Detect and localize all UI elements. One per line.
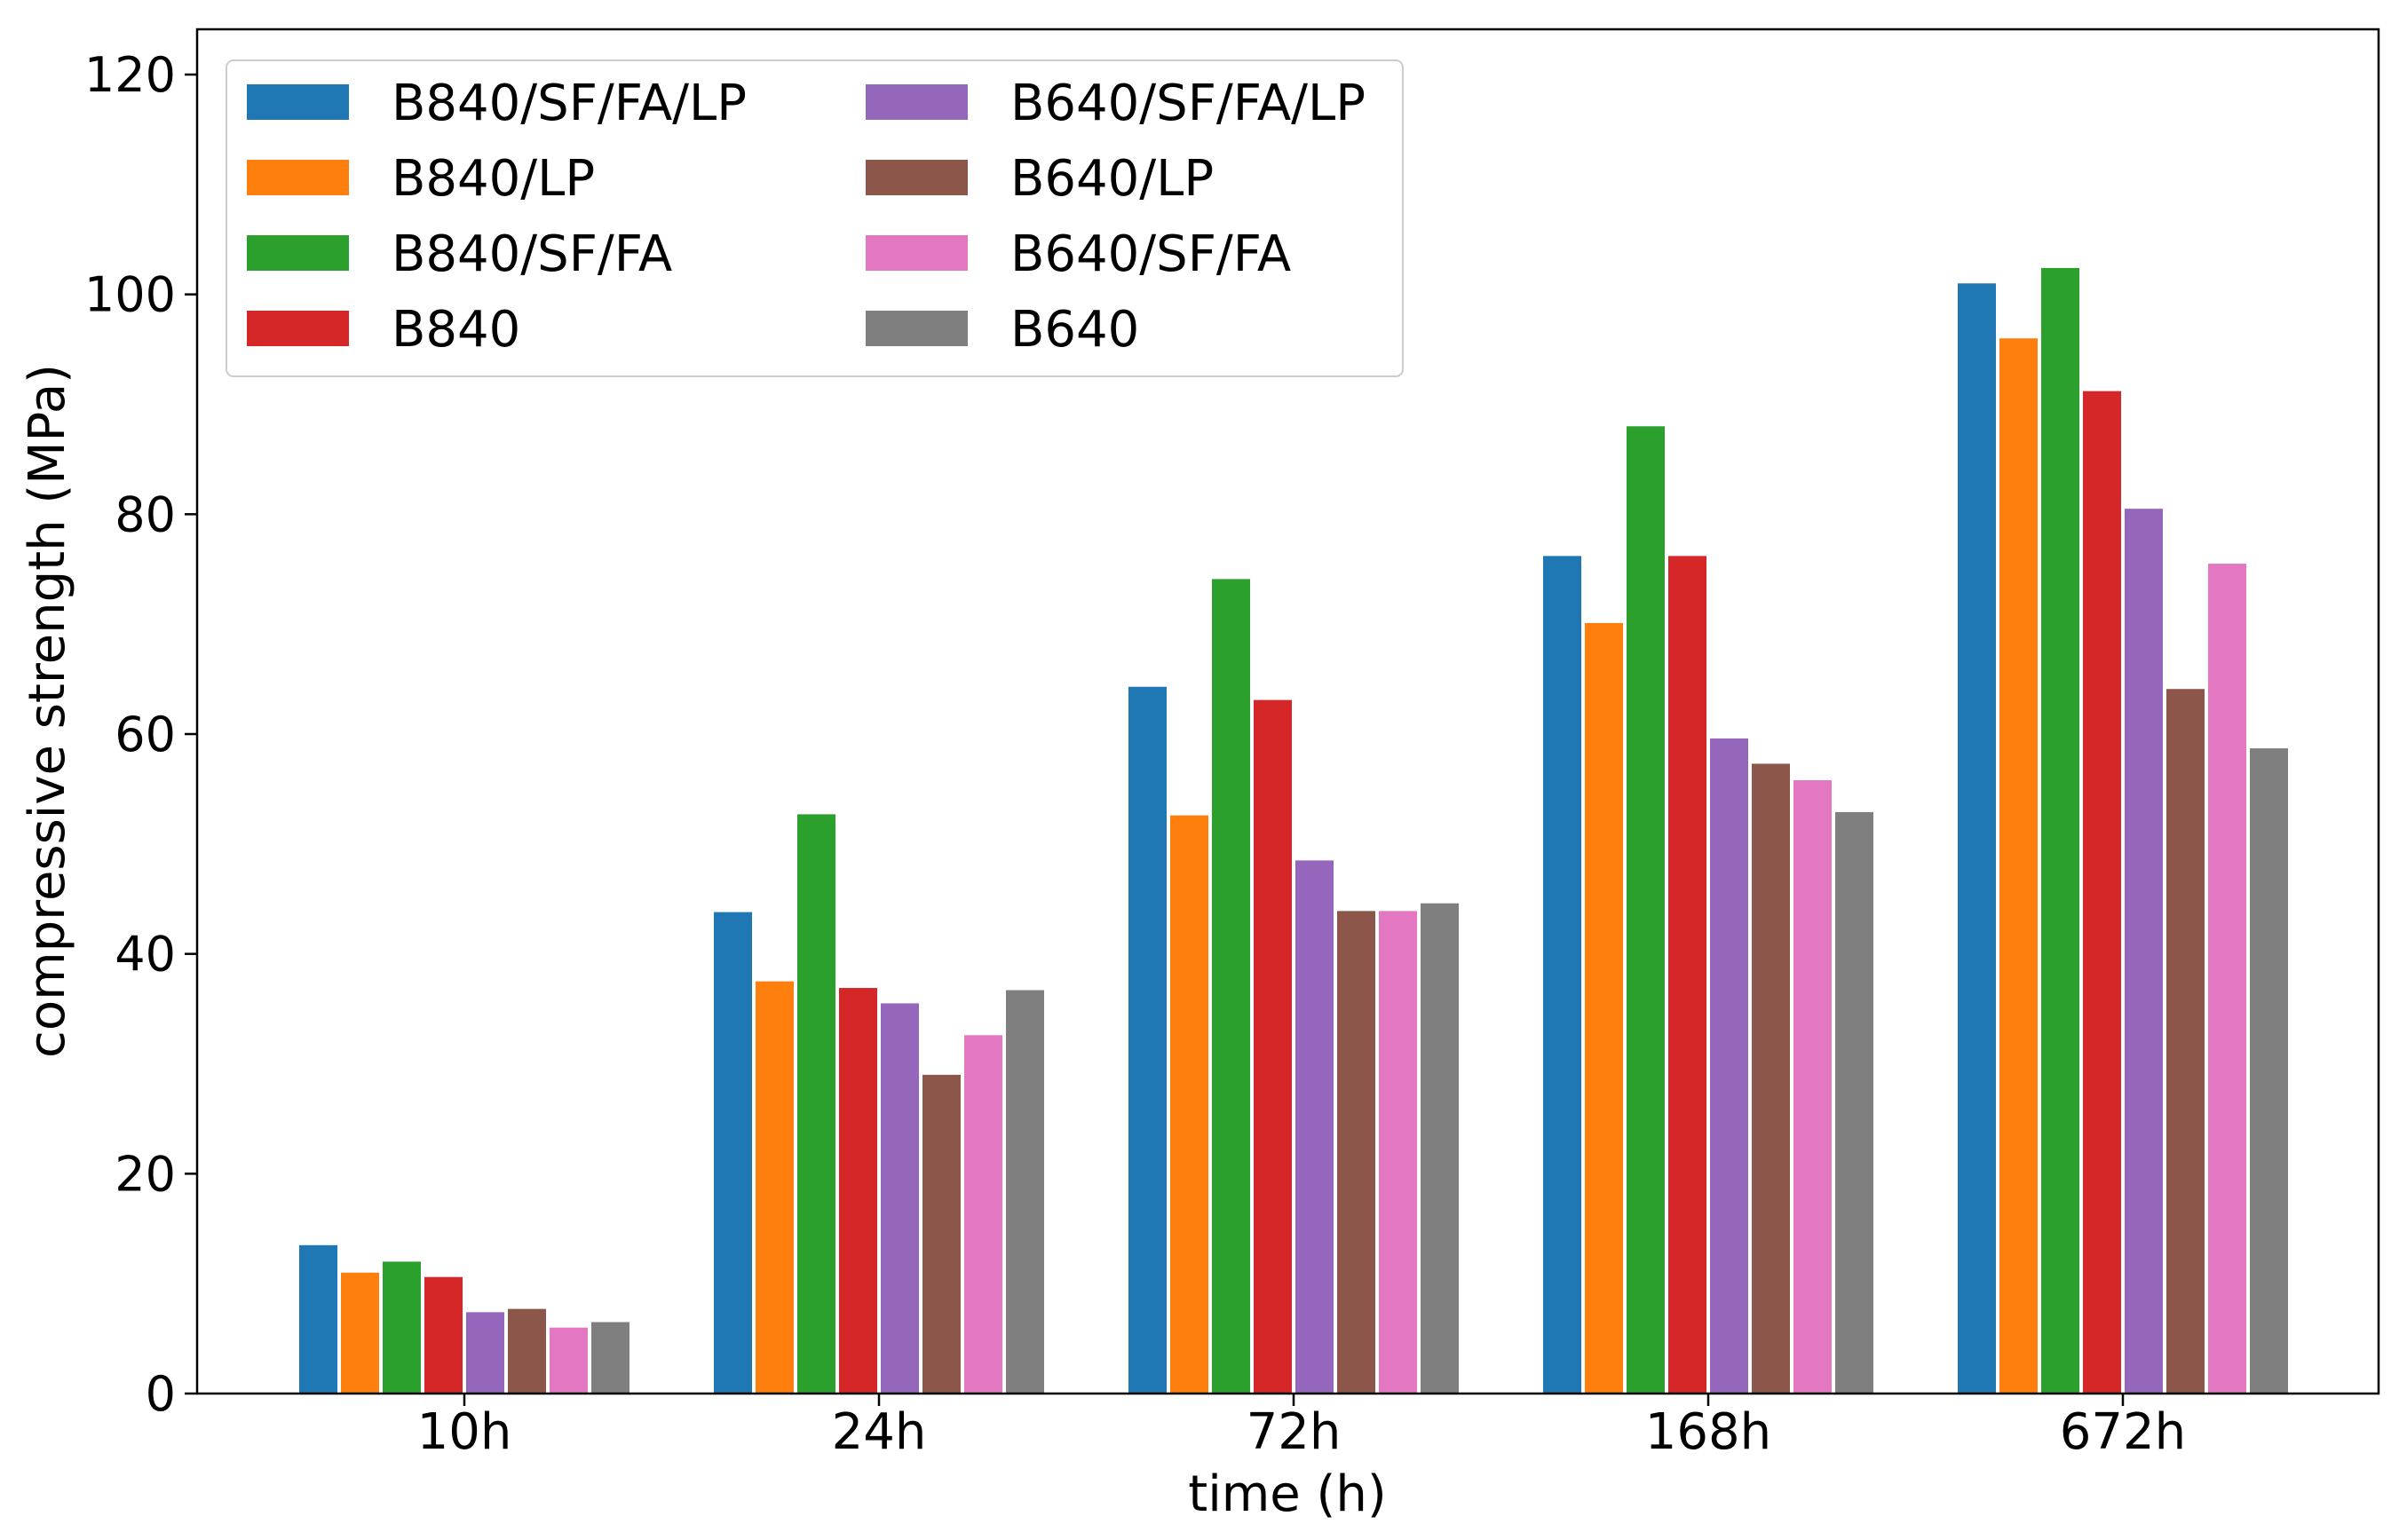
bar: [591, 1322, 629, 1394]
bar: [1006, 990, 1044, 1394]
bar: [424, 1276, 463, 1394]
legend-swatch: [866, 160, 968, 195]
y-tick-label: 120: [84, 47, 176, 103]
y-tick-label: 40: [115, 927, 176, 983]
legend-label: B840/SF/FA/LP: [392, 75, 747, 132]
bar: [1835, 811, 1873, 1394]
bar: [1710, 738, 1748, 1394]
legend-swatch: [247, 160, 349, 195]
bar: [756, 981, 794, 1394]
legend-label: B640/SF/FA: [1010, 225, 1291, 283]
y-tick-label: 80: [115, 486, 176, 542]
y-axis: 0 20 40 60 80 100 120: [84, 47, 197, 1422]
legend-label: B840/LP: [392, 150, 595, 208]
legend-swatch: [866, 311, 968, 346]
bar: [1128, 686, 1167, 1394]
bar: [964, 1035, 1002, 1394]
x-tick-label: 672h: [2060, 1403, 2186, 1461]
bar: [1379, 911, 1417, 1394]
x-tick-label: 24h: [832, 1403, 927, 1461]
legend-swatch: [866, 84, 968, 120]
bars-layer: [299, 267, 2288, 1394]
x-tick-label: 10h: [417, 1403, 512, 1461]
bar: [714, 912, 752, 1394]
legend-frame: [226, 59, 1404, 377]
bar: [299, 1244, 337, 1394]
x-axis: 10h 24h 72h 168h 672h: [417, 1394, 2186, 1461]
y-tick-label: 20: [115, 1146, 176, 1202]
bar: [1170, 815, 1208, 1394]
plot-frame: [195, 28, 2380, 1395]
bar: [2041, 267, 2079, 1394]
legend-swatch: [247, 235, 349, 271]
bar: [922, 1074, 961, 1394]
legend-label: B840: [392, 301, 520, 359]
x-tick-label: 168h: [1645, 1403, 1771, 1461]
bar: [1421, 903, 1459, 1394]
legend-label: B640/SF/FA/LP: [1010, 75, 1366, 132]
bar: [2083, 391, 2121, 1394]
bar: [1668, 556, 1706, 1394]
y-tick-label: 60: [115, 707, 176, 762]
bar: [341, 1272, 379, 1394]
bar: [1295, 860, 1334, 1394]
y-tick-label: 0: [146, 1366, 176, 1422]
bar: [383, 1261, 421, 1394]
legend-swatch: [247, 311, 349, 346]
legend-swatch: [247, 84, 349, 120]
bar: [1254, 699, 1292, 1394]
bar: [1752, 763, 1790, 1394]
legend: B840/SF/FA/LP B840/LP B840/SF/FA B840 B640/S…: [226, 59, 1404, 377]
bar: [2125, 509, 2163, 1394]
bar: [466, 1312, 504, 1394]
bar: [1585, 622, 1623, 1394]
bar: [797, 814, 835, 1394]
bar: [1543, 556, 1581, 1394]
x-tick-label: 72h: [1247, 1403, 1342, 1461]
y-axis-label: compressive strength (MPa): [19, 364, 76, 1058]
bar: [2250, 748, 2288, 1394]
bar: [1627, 426, 1665, 1394]
bar: [1337, 911, 1375, 1394]
bar: [508, 1308, 546, 1394]
bar: [2208, 564, 2246, 1394]
legend-label: B840/SF/FA: [392, 225, 672, 283]
legend-label: B640: [1010, 301, 1139, 359]
bar: [839, 988, 877, 1394]
y-tick-label: 100: [84, 267, 176, 323]
bar: [550, 1327, 588, 1394]
x-axis-label: time (h): [1188, 1465, 1387, 1523]
bar: [1958, 283, 1996, 1394]
bar: [2166, 689, 2205, 1394]
legend-swatch: [866, 235, 968, 271]
bar: [881, 1003, 919, 1394]
bar: [1793, 780, 1832, 1394]
bar: [1212, 579, 1250, 1394]
bar: [1999, 338, 2038, 1394]
legend-label: B640/LP: [1010, 150, 1214, 208]
